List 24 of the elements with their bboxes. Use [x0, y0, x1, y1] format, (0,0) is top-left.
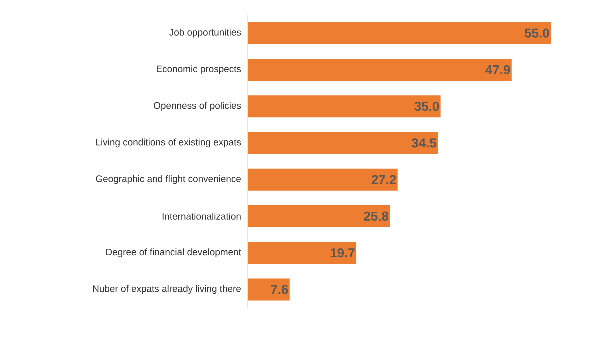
y-tick-label: Degree of financial development: [106, 248, 242, 258]
y-tick-label: Geographic and flight convenience: [96, 175, 242, 184]
data-label: 55.0: [525, 28, 550, 38]
bar: [248, 58, 512, 81]
bar: [248, 96, 441, 118]
bar: [248, 22, 551, 44]
data-label: 19.7: [330, 248, 355, 258]
bar: [248, 278, 290, 301]
y-tick-label: Internationalization: [162, 212, 241, 220]
y-tick-label: Openness of policies: [154, 102, 242, 111]
y-tick-label: Economic prospects: [157, 66, 242, 74]
data-label: 35.0: [414, 102, 440, 112]
y-tick-label: Nuber of expats already living there: [93, 285, 242, 294]
data-label: 7.6: [271, 285, 288, 294]
data-label: 47.9: [486, 65, 510, 75]
y-tick-label: Job opportunities: [170, 28, 242, 38]
data-label: 27.2: [372, 175, 396, 184]
y-tick-label: Living conditions of existing expats: [96, 138, 242, 148]
data-label: 34.5: [412, 138, 436, 148]
bar: [248, 132, 438, 154]
data-label: 25.8: [364, 212, 389, 222]
bar: [248, 168, 398, 191]
bar: [248, 242, 357, 264]
bar: [248, 205, 390, 228]
